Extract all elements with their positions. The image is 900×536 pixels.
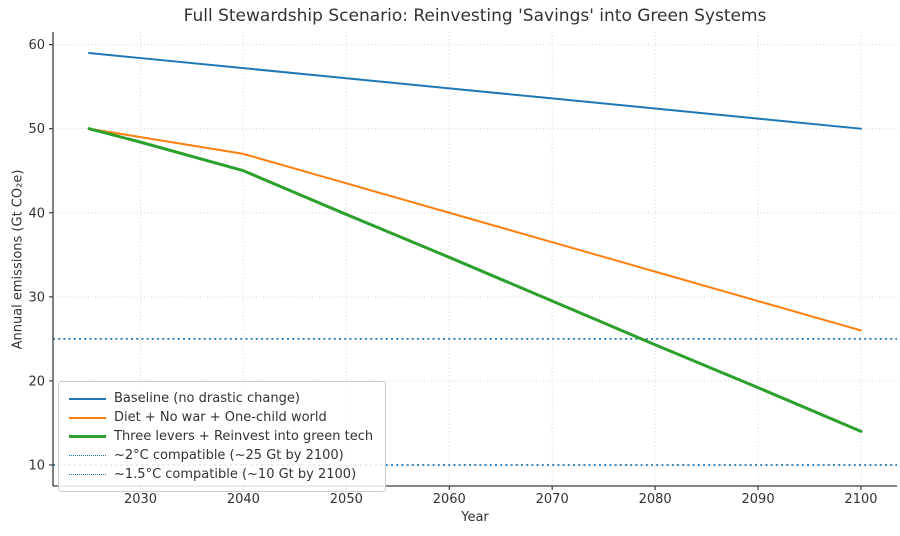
x-tick-label: 2080 bbox=[639, 492, 672, 507]
legend-label: ~2°C compatible (~25 Gt by 2100) bbox=[114, 448, 344, 463]
legend-line-sample bbox=[69, 397, 106, 400]
legend-line-sample bbox=[69, 416, 106, 419]
y-tick-label: 30 bbox=[28, 290, 45, 305]
x-tick-label: 2060 bbox=[433, 492, 466, 507]
y-axis-label: Annual emissions (Gt CO₂e) bbox=[10, 169, 26, 350]
x-tick-label: 2050 bbox=[330, 492, 363, 507]
y-tick-label: 40 bbox=[28, 206, 45, 221]
legend-line-sample bbox=[69, 474, 106, 475]
y-tick-label: 10 bbox=[28, 458, 45, 473]
series-line bbox=[87, 127, 863, 433]
x-tick-label: 2090 bbox=[742, 492, 775, 507]
legend-item: ~2°C compatible (~25 Gt by 2100) bbox=[69, 446, 373, 465]
x-axis-label: Year bbox=[461, 510, 489, 525]
x-tick-label: 2070 bbox=[536, 492, 569, 507]
legend-line-sample bbox=[69, 455, 106, 456]
y-tick-label: 50 bbox=[28, 122, 45, 137]
series-line bbox=[88, 52, 862, 130]
chart-title: Full Stewardship Scenario: Reinvesting '… bbox=[183, 6, 767, 26]
y-tick-label: 20 bbox=[28, 374, 45, 389]
series-line bbox=[88, 127, 862, 332]
x-tick-label: 2100 bbox=[844, 492, 877, 507]
legend-label: ~1.5°C compatible (~10 Gt by 2100) bbox=[114, 467, 357, 482]
legend-label: Diet + No war + One-child world bbox=[114, 410, 327, 425]
legend-label: Baseline (no drastic change) bbox=[114, 391, 300, 406]
legend-item: ~1.5°C compatible (~10 Gt by 2100) bbox=[69, 465, 373, 484]
x-tick-label: 2040 bbox=[227, 492, 260, 507]
legend-label: Three levers + Reinvest into green tech bbox=[114, 429, 374, 444]
legend-line-sample bbox=[69, 435, 106, 438]
y-tick-label: 60 bbox=[28, 38, 45, 53]
legend: Baseline (no drastic change) Diet + No wa… bbox=[58, 381, 387, 492]
x-tick-label: 2030 bbox=[124, 492, 157, 507]
legend-item: Diet + No war + One-child world bbox=[69, 408, 373, 427]
legend-item: Three levers + Reinvest into green tech bbox=[69, 427, 373, 446]
legend-item: Baseline (no drastic change) bbox=[69, 389, 373, 408]
